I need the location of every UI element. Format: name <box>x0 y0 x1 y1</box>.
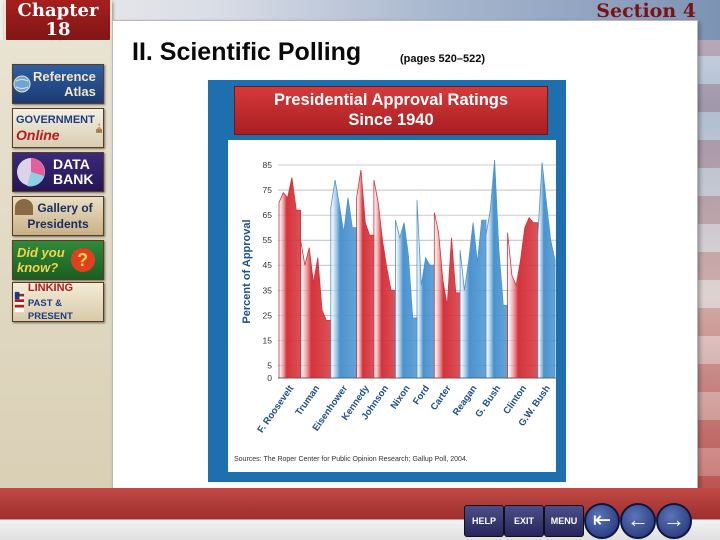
sidebar-item-label: Presidents <box>27 216 89 231</box>
y-tick-label: 15 <box>263 335 273 345</box>
sidebar-item-label: LINKING <box>27 282 74 294</box>
sidebar-item-label: BANK <box>53 171 94 187</box>
x-category-label: Carter <box>429 383 454 412</box>
chart-title-banner: Presidential Approval Ratings Since 1940 <box>234 86 548 135</box>
page-title: II. Scientific Polling <box>132 38 362 66</box>
sidebar-item-gallery-of-presidents[interactable]: Gallery of Presidents <box>12 196 104 236</box>
sidebar-item-label: Did you <box>17 245 65 260</box>
chart-title-line-2: Since 1940 <box>348 111 434 129</box>
y-tick-label: 55 <box>263 235 273 245</box>
sidebar-item-label: Atlas <box>64 84 96 99</box>
chart-title-line-1: Presidential Approval Ratings <box>273 91 509 109</box>
previous-slide-icon[interactable]: ← <box>620 503 656 539</box>
x-category-label: Truman <box>293 383 322 418</box>
flag-icon <box>14 291 25 313</box>
y-tick-label: 45 <box>263 260 273 270</box>
section-label: Section 4 <box>596 0 696 22</box>
first-slide-icon[interactable]: ⇤ <box>584 503 620 539</box>
y-axis-label: Percent of Approval <box>241 219 253 323</box>
x-category-label: Ford <box>411 383 432 407</box>
area-segment-ford <box>416 200 435 379</box>
portraits-icon <box>15 199 33 215</box>
globe-icon <box>13 75 31 93</box>
area-segment-carter <box>433 212 461 379</box>
chapter-label: Chapter <box>17 0 99 21</box>
y-tick-label: 65 <box>263 210 273 220</box>
x-category-label: Nixon <box>389 383 413 411</box>
area-segment-truman <box>300 240 332 379</box>
menu-button[interactable]: MENU <box>544 505 584 537</box>
chart-source: Sources: The Roper Center for Public Opi… <box>234 456 468 463</box>
sidebar-item-label: Reference <box>33 69 96 84</box>
sidebar-item-linking-past-present[interactable]: LINKING PAST & PRESENT <box>12 282 104 322</box>
area-segment-f-roosevelt <box>278 177 301 379</box>
x-category-label: F. Roosevelt <box>255 383 296 435</box>
area-segment-eisenhower <box>330 179 357 379</box>
area-segment-nixon <box>395 220 418 379</box>
page-reference: (pages 520–522) <box>400 53 485 65</box>
sidebar-item-government-online[interactable]: GOVERNMENT Online <box>12 108 104 148</box>
sidebar-item-label: GOVERNMENT <box>16 114 95 126</box>
pie-chart-icon <box>17 158 45 187</box>
y-tick-label: 35 <box>263 285 273 295</box>
area-segment-kennedy <box>356 169 375 379</box>
area-segment-g-bush <box>485 159 508 379</box>
sidebar-item-did-you-know[interactable]: Did you know? ? <box>12 240 104 280</box>
area-segment-reagan <box>459 219 487 379</box>
sidebar-item-label: Gallery of <box>37 200 93 215</box>
y-tick-label: 75 <box>263 185 273 195</box>
area-segment-johnson <box>373 179 396 379</box>
y-tick-label: 5 <box>267 360 272 370</box>
chapter-tab: Chapter 18 <box>4 0 112 46</box>
help-button[interactable]: HELP <box>464 505 504 537</box>
exit-button[interactable]: EXIT <box>504 505 544 537</box>
chapter-number: 18 <box>45 19 71 40</box>
y-tick-label: 0 <box>267 373 272 383</box>
sidebar-item-label: DATA <box>53 156 90 172</box>
y-tick-label: 85 <box>263 160 273 170</box>
sidebar-item-data-bank[interactable]: DATA BANK <box>12 152 104 192</box>
sidebar-item-reference-atlas[interactable]: Reference Atlas <box>12 64 104 104</box>
sidebar-item-label: Online <box>16 127 60 143</box>
sidebar-item-label: PAST & PRESENT <box>27 297 73 322</box>
next-slide-icon[interactable]: → <box>656 503 692 539</box>
capitol-icon <box>95 123 102 133</box>
sidebar: Reference Atlas GOVERNMENT Online DATA B… <box>0 40 112 540</box>
question-icon: ? <box>70 248 95 272</box>
approval-chart: 85 75 65 55 45 35 25 15 5 0 Percent of Approval F. … <box>241 159 556 435</box>
area-segment-clinton <box>507 216 539 379</box>
y-tick-label: 25 <box>263 310 273 320</box>
sidebar-item-label: know? <box>17 260 59 275</box>
area-segment-g-w-bush <box>537 162 556 379</box>
